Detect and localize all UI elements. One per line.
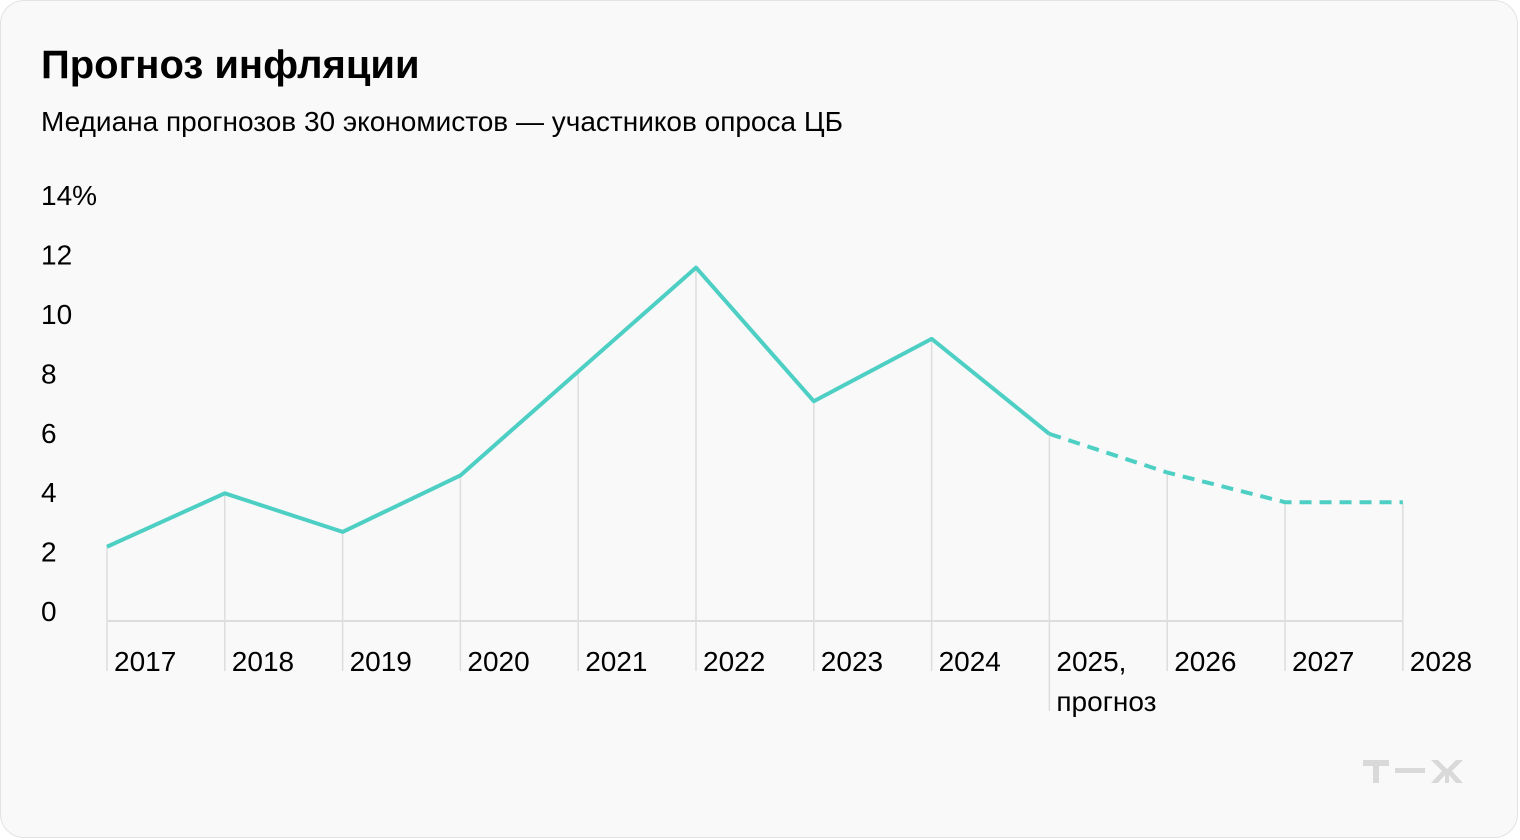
y-tick-label: 10	[41, 299, 72, 330]
x-tick-label: 2024	[939, 646, 1001, 677]
chart-title: Прогноз инфляции	[41, 43, 420, 87]
y-tick-label: 2	[41, 537, 57, 568]
forecast-inflation-line	[1048, 431, 1403, 505]
y-tick-label: 4	[41, 477, 57, 508]
y-tick-label: 0	[41, 596, 57, 627]
y-tick-label: 6	[41, 418, 57, 449]
x-tick-label: 2028	[1410, 646, 1472, 677]
tzh-logo	[1363, 760, 1463, 783]
x-tick-label: 2019	[350, 646, 412, 677]
x-tick-label: 2018	[232, 646, 294, 677]
x-tick-label: 2025,	[1056, 646, 1126, 677]
x-tick-label: прогноз	[1056, 686, 1156, 717]
x-tick-label: 2026	[1174, 646, 1236, 677]
x-tick-label: 2017	[114, 646, 176, 677]
x-tick-label: 2023	[821, 646, 883, 677]
x-tick-label: 2020	[467, 646, 529, 677]
chart-subtitle: Медиана прогнозов 30 экономистов — участ…	[41, 106, 843, 137]
x-tick-label: 2021	[585, 646, 647, 677]
x-tick-label: 2022	[703, 646, 765, 677]
y-tick-label: 14%	[41, 180, 97, 211]
y-tick-label: 12	[41, 240, 72, 271]
x-tick-label: 2027	[1292, 646, 1354, 677]
y-tick-label: 8	[41, 358, 57, 389]
